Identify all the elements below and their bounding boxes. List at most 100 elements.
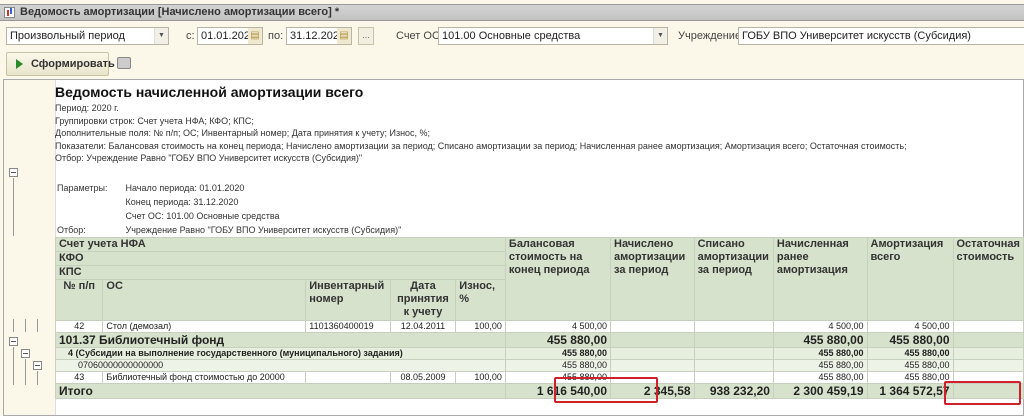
cell: 43 xyxy=(54,371,104,384)
calendar-icon[interactable]: ▤ xyxy=(248,28,262,44)
cell xyxy=(610,332,695,348)
chevron-down-icon[interactable]: ▼ xyxy=(653,28,667,44)
param-label: Отбор: xyxy=(57,225,86,235)
tree-line xyxy=(13,347,14,385)
collapse-icon[interactable] xyxy=(21,349,30,358)
cell xyxy=(693,347,774,360)
cell: 100,00 xyxy=(455,371,506,384)
col-number: № п/п xyxy=(54,279,104,321)
cell: 455 880,00 xyxy=(772,332,868,348)
col-inventory-number: Инвентарный номер xyxy=(305,279,391,321)
window-title-bar: Ведомость амортизации [Начислено амортиз… xyxy=(0,4,1024,21)
col-depreciation-total: Амортизация всего xyxy=(866,237,954,321)
table-row[interactable]: 42 Стол (демозал) 1101360400019 12.04.2011 1… xyxy=(54,320,1024,333)
cell: Стол (демозал) xyxy=(102,320,307,333)
group-row-kfo[interactable]: 4 (Субсидии на выполнение государственно… xyxy=(55,347,1024,360)
collapse-icon[interactable] xyxy=(9,337,18,346)
period-type-select[interactable]: Произвольный период ▼ xyxy=(6,27,169,45)
cell: 08.05.2009 xyxy=(389,371,457,384)
cell xyxy=(693,371,774,384)
group-header-kfo: КФО xyxy=(55,251,506,266)
col-residual: Остаточная стоимость xyxy=(952,237,1024,321)
cell xyxy=(305,371,391,384)
param-value: Счет ОС: 101.00 Основные средства xyxy=(125,211,280,221)
total-accrued-earlier: 2 300 459,19 xyxy=(772,383,868,399)
to-date-input[interactable]: 31.12.2020 ▤ xyxy=(286,27,352,45)
collapse-icon[interactable] xyxy=(33,361,42,370)
report-groupings: Группировки строк: Счет учета НФА; КФО; … xyxy=(55,115,254,126)
total-depreciation: 1 364 572,57 xyxy=(866,383,954,399)
param-label: Параметры: xyxy=(57,183,108,193)
cell xyxy=(693,359,774,372)
cell xyxy=(693,320,774,333)
group-header-account: Счет учета НФА xyxy=(55,237,506,252)
account-label: Счет ОС: xyxy=(396,30,443,42)
generate-label: Сформировать xyxy=(31,58,115,70)
report-header: Ведомость начисленной амортизации всего … xyxy=(55,84,907,165)
account-value: 101.00 Основные средства xyxy=(442,30,581,42)
print-settings-icon[interactable] xyxy=(117,57,131,69)
cell xyxy=(610,320,695,333)
account-select[interactable]: 101.00 Основные средства ▼ xyxy=(438,27,668,45)
param-value: Начало периода: 01.01.2020 xyxy=(125,183,245,193)
col-wear: Износ, % xyxy=(455,279,506,321)
report-table: Счет учета НФА Балансовая стоимость на к… xyxy=(54,237,1024,399)
grouping-gutter xyxy=(4,80,56,415)
col-accrued: Начислено амортизации за период xyxy=(610,237,695,321)
cell: 455 880,00 xyxy=(866,359,954,372)
period-type-value: Произвольный период xyxy=(10,30,125,42)
to-date-value: 31.12.2020 xyxy=(290,30,346,42)
cell: 455 880,00 xyxy=(772,347,868,360)
col-date: Дата принятия к учету xyxy=(389,279,457,321)
tree-line xyxy=(13,178,14,236)
cell: 455 880,00 xyxy=(504,332,612,348)
group-row-account[interactable]: 101.37 Библиотечный фонд 455 880,00 455 88… xyxy=(55,332,1024,348)
cell xyxy=(610,359,695,372)
generate-button[interactable]: Сформировать xyxy=(6,52,115,76)
cell xyxy=(693,332,774,348)
cell xyxy=(610,347,695,360)
collapse-icon[interactable] xyxy=(9,168,18,177)
col-balance: Балансовая стоимость на конец периода xyxy=(504,237,612,321)
report-indicators: Показатели: Балансовая стоимость на коне… xyxy=(55,140,907,151)
play-icon xyxy=(16,59,23,69)
tree-line xyxy=(37,371,38,385)
report-filter: Отбор: Учреждение Равно "ГОБУ ВПО Универ… xyxy=(55,153,363,163)
table-row[interactable]: 43 Библиотечный фонд стоимостью до 20000 0… xyxy=(54,371,1024,384)
org-input[interactable]: ГОБУ ВПО Университет искусств (Субсидия) xyxy=(738,27,1024,45)
cell: 12.04.2011 xyxy=(389,320,457,333)
report-icon xyxy=(4,7,15,18)
cell: 455 880,00 xyxy=(772,371,868,384)
col-accrued-earlier: Начисленная ранее амортизация xyxy=(772,237,868,321)
total-row[interactable]: Итого 1 616 540,00 2 345,58 938 232,20 2 300… xyxy=(55,383,1024,399)
from-date-input[interactable]: 01.01.2020 ▤ xyxy=(197,27,263,45)
cell: 1101360400019 xyxy=(305,320,391,333)
tree-line xyxy=(25,319,26,332)
total-label: Итого xyxy=(55,383,506,399)
org-label: Учреждение: xyxy=(678,30,745,42)
select-period-button[interactable]: ... xyxy=(358,27,374,45)
group-header-kps: КПС xyxy=(55,265,506,280)
param-label xyxy=(57,196,123,208)
org-value: ГОБУ ВПО Университет искусств (Субсидия) xyxy=(742,30,971,42)
col-written-off: Списано амортизации за период xyxy=(693,237,774,321)
highlight-box-depreciation xyxy=(944,381,1021,405)
param-value: Учреждение Равно "ГОБУ ВПО Университет и… xyxy=(125,225,402,235)
cell: 455 880,00 xyxy=(504,359,612,372)
chevron-down-icon[interactable]: ▼ xyxy=(154,28,168,44)
report-title: Ведомость начисленной амортизации всего xyxy=(55,84,364,100)
report-extra-fields: Дополнительные поля: № п/п; ОС; Инвентар… xyxy=(55,128,431,138)
cell: 4 500,00 xyxy=(504,320,612,333)
calendar-icon[interactable]: ▤ xyxy=(337,28,351,44)
cell: 4 500,00 xyxy=(772,320,868,333)
col-asset: ОС xyxy=(102,279,307,321)
from-date-value: 01.01.2020 xyxy=(201,30,257,42)
tree-line xyxy=(25,359,26,385)
group-row-kps[interactable]: 07060000000000000 455 880,00 455 880,00 455… xyxy=(55,359,1024,372)
total-written-off: 938 232,20 xyxy=(693,383,774,399)
cell: 4 500,00 xyxy=(866,320,954,333)
cell: 455 880,00 xyxy=(772,359,868,372)
cell: 455 880,00 xyxy=(866,371,954,384)
report-params: Параметры: Начало периода: 01.01.2020 Кон… xyxy=(55,180,419,238)
group-label: 4 (Субсидии на выполнение государственно… xyxy=(55,347,506,360)
